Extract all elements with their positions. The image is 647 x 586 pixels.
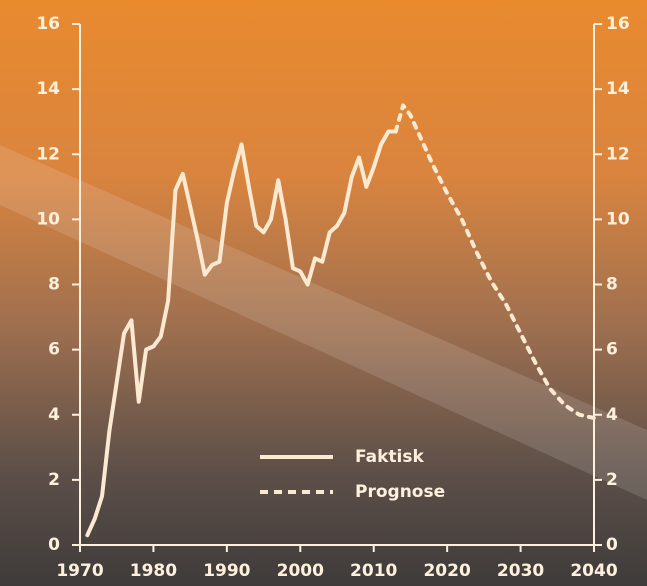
y2-tick-label: 14 — [606, 79, 630, 99]
y-tick-label: 14 — [36, 79, 60, 99]
x-tick-label: 1990 — [203, 561, 250, 581]
y2-tick-label: 16 — [606, 14, 630, 34]
x-tick-label: 1980 — [130, 561, 177, 581]
y-tick-label: 6 — [48, 340, 60, 360]
legend-label: Prognose — [355, 482, 445, 502]
chart: Faktisk Prognose 0 2 4 6 8 10 12 14 16 0 2 4 6 8 10 12 14… — [0, 0, 647, 586]
y-tick-label: 4 — [48, 405, 60, 425]
y2-tick-label: 12 — [606, 144, 630, 164]
y-tick-label: 16 — [36, 14, 60, 34]
x-tick-label: 2040 — [570, 561, 617, 581]
x-tick-label: 2000 — [277, 561, 324, 581]
y2-tick-label: 0 — [606, 535, 618, 555]
x-tick-label: 1970 — [56, 561, 103, 581]
y2-tick-label: 2 — [606, 470, 618, 490]
y-tick-label: 8 — [48, 275, 60, 295]
x-tick-label: 2010 — [350, 561, 397, 581]
y2-tick-label: 10 — [606, 209, 630, 229]
y2-tick-label: 4 — [606, 405, 618, 425]
y-tick-label: 10 — [36, 209, 60, 229]
legend-label: Faktisk — [355, 447, 424, 467]
y2-tick-label: 8 — [606, 275, 618, 295]
y-tick-label: 2 — [48, 470, 60, 490]
y2-tick-label: 6 — [606, 340, 618, 360]
x-tick-label: 2030 — [497, 561, 544, 581]
y-tick-label: 0 — [48, 535, 60, 555]
y-tick-label: 12 — [36, 144, 60, 164]
x-tick-label: 2020 — [423, 561, 470, 581]
